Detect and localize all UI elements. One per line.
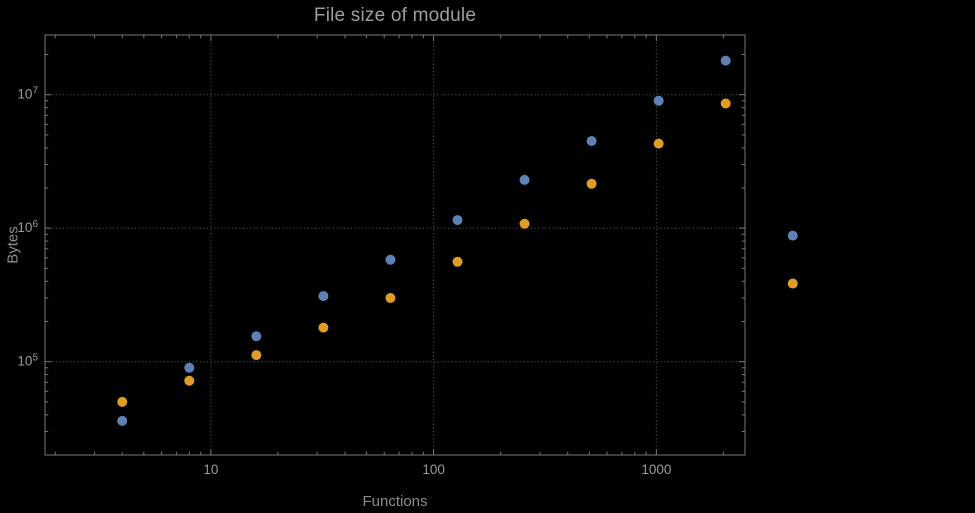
x-tick-label: 100 xyxy=(422,462,445,477)
data-point-orange-series xyxy=(184,375,195,386)
y-tick-label: 107 xyxy=(17,86,38,102)
data-point-blue-series xyxy=(586,135,597,146)
y-tick-label: 105 xyxy=(17,353,38,369)
plot-frame xyxy=(44,34,746,456)
data-point-orange-series xyxy=(318,322,329,333)
data-point-orange-series xyxy=(720,98,731,109)
data-point-blue-series xyxy=(519,174,530,185)
x-tick-label: 1000 xyxy=(641,462,671,477)
x-axis-label: Functions xyxy=(362,493,428,510)
data-point-blue-series xyxy=(720,55,731,66)
data-point-orange-series xyxy=(452,256,463,267)
y-tick-label: 106 xyxy=(17,219,38,235)
data-point-blue-series xyxy=(318,291,329,302)
data-point-blue-series xyxy=(653,95,664,106)
data-point-orange-series xyxy=(117,396,128,407)
data-point-orange-series xyxy=(787,278,798,289)
x-tick-label: 10 xyxy=(203,462,218,477)
data-point-blue-series xyxy=(251,331,262,342)
data-point-orange-series xyxy=(586,178,597,189)
data-point-blue-series xyxy=(117,415,128,426)
data-point-orange-series xyxy=(251,350,262,361)
data-point-blue-series xyxy=(452,215,463,226)
data-point-orange-series xyxy=(519,218,530,229)
data-point-blue-series xyxy=(184,362,195,373)
data-point-orange-series xyxy=(385,292,396,303)
data-point-blue-series xyxy=(385,254,396,265)
data-point-blue-series xyxy=(787,230,798,241)
data-point-orange-series xyxy=(653,138,664,149)
chart-title: File size of module xyxy=(313,5,477,26)
